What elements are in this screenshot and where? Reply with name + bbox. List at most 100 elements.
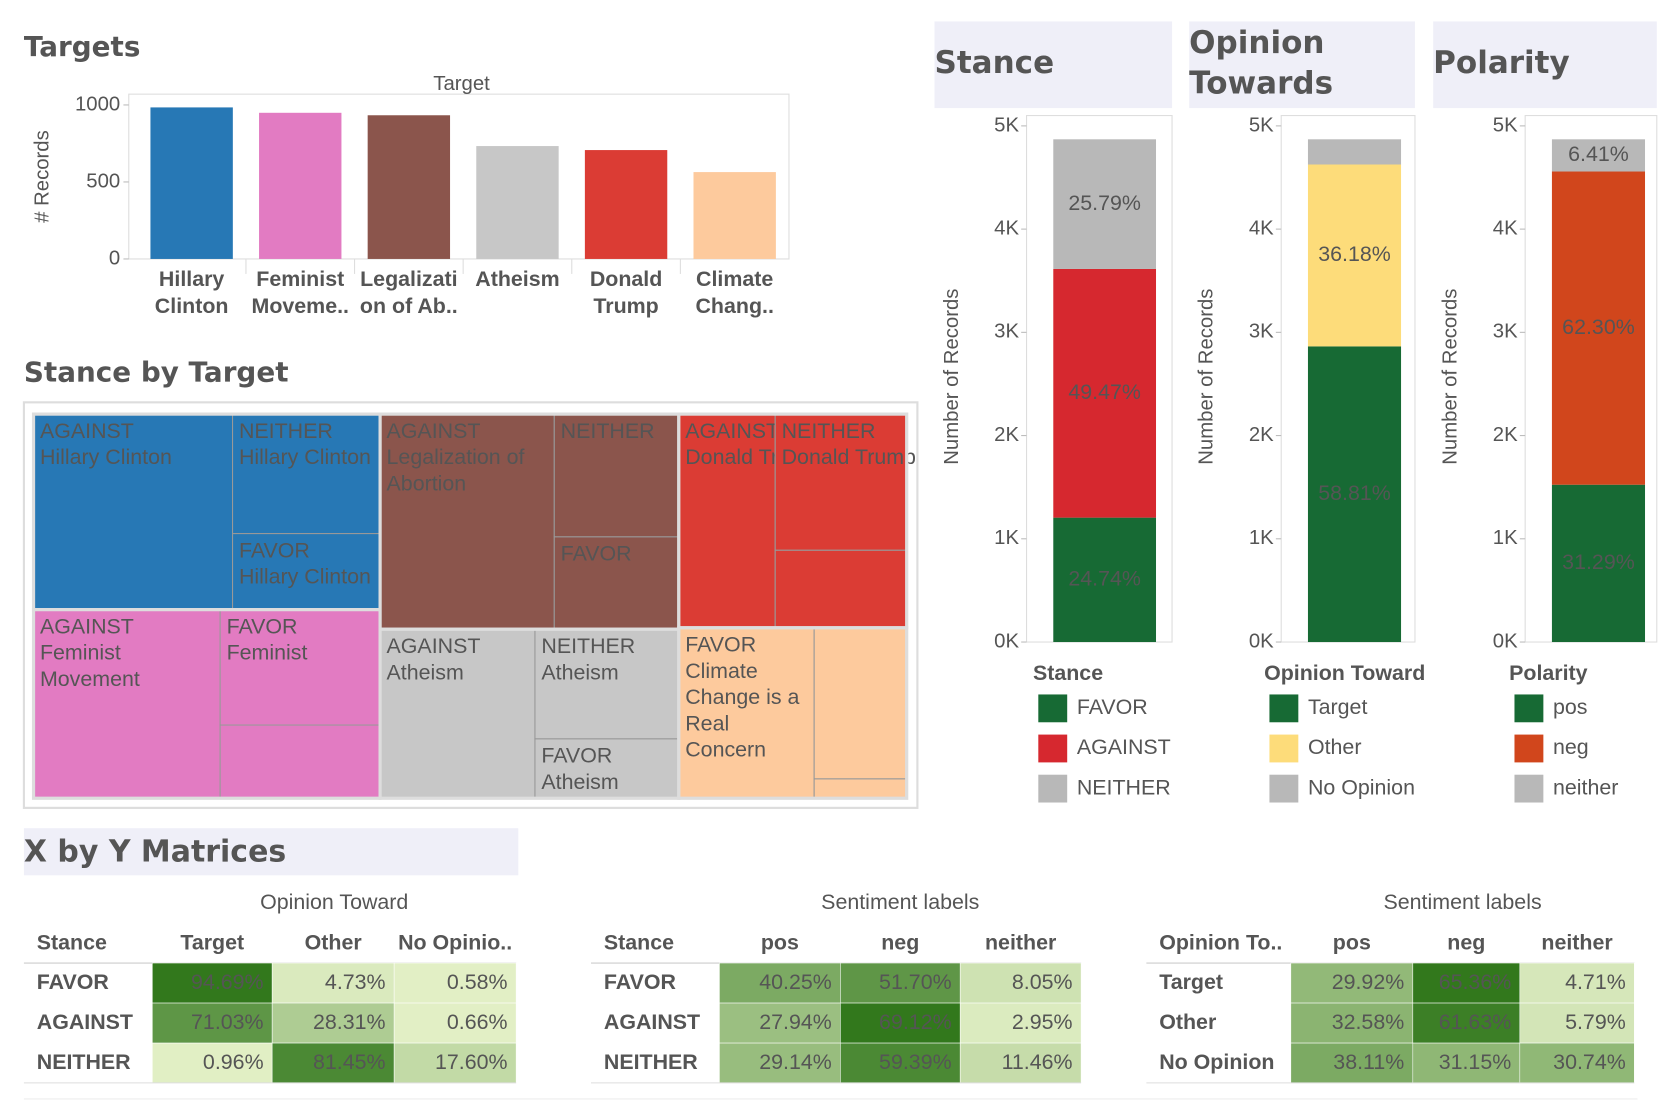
treemap-label: AGAINST (40, 615, 134, 639)
treemap-label: Atheism (541, 660, 618, 684)
legend-swatch (1514, 774, 1544, 803)
bar-segment (1307, 139, 1402, 165)
segment-label: 58.81% (1318, 481, 1391, 505)
treemap-label: FAVOR (541, 744, 612, 768)
matrix-cell (840, 1042, 961, 1084)
matrix-cell (719, 1002, 841, 1044)
cell-value: 51.70% (879, 970, 952, 994)
chart-title: Stance by Target (24, 355, 289, 388)
x-tick-label: Legalizati (360, 267, 457, 291)
matrix-cell (1290, 1002, 1414, 1044)
cell-value: 0.58% (447, 970, 508, 994)
matrix-cell (152, 1042, 273, 1084)
bar (693, 172, 776, 259)
header-cell: Stance (37, 930, 107, 954)
bar (584, 150, 668, 259)
cell-value: 0.66% (447, 1010, 508, 1034)
legend-label: FAVOR (1077, 695, 1148, 719)
header-cell: neg (881, 930, 919, 954)
treemap-cell (678, 413, 776, 629)
cell-value: 17.60% (435, 1050, 508, 1074)
segment-label: 36.18% (1318, 242, 1391, 266)
cell-value: 30.74% (1553, 1050, 1626, 1074)
segment-label: 6.41% (1568, 142, 1629, 166)
matrix-cell (1519, 1002, 1635, 1044)
panel-title: Towards (1189, 66, 1333, 102)
matrix-cell (1519, 1042, 1635, 1084)
y-tick-label: 0 (109, 247, 120, 269)
y-tick-label: 2K (1249, 424, 1274, 446)
cell-value: 71.03% (191, 1010, 264, 1034)
treemap-label: NEITHER (561, 419, 655, 443)
matrix-cell (959, 1002, 1082, 1044)
matrix-cell (1290, 1042, 1414, 1084)
cell-value: 4.73% (325, 970, 386, 994)
cell-value: 94.69% (191, 970, 264, 994)
row-label: AGAINST (37, 1010, 133, 1034)
legend-swatch (1269, 774, 1299, 803)
bar (367, 115, 451, 259)
treemap-label: AGAINST (40, 419, 134, 443)
bar-segment (1551, 171, 1646, 485)
y-tick-label: 1000 (75, 93, 120, 115)
bar-segment (1053, 139, 1157, 269)
treemap-cell (534, 628, 680, 740)
y-axis-title: # Records (32, 130, 54, 223)
treemap-label: FAVOR (561, 542, 632, 566)
row-label: FAVOR (37, 970, 110, 994)
segment-label: 31.29% (1562, 550, 1635, 574)
panel-header (934, 21, 1173, 109)
y-axis-title: Number of Records (1440, 289, 1462, 465)
matrix-cell (152, 1002, 273, 1044)
treemap-label: Abortion (387, 471, 467, 495)
plot-frame (128, 93, 790, 260)
segment-label: 49.47% (1068, 380, 1141, 404)
y-tick-label: 0K (1493, 630, 1518, 652)
row-label: Other (1159, 1010, 1216, 1034)
header-cell: Opinion To.. (1159, 930, 1282, 954)
cell-value: 8.05% (1012, 970, 1073, 994)
header-cell: Stance (604, 930, 674, 954)
legend-label: neg (1553, 735, 1589, 759)
y-tick-label: 5K (1249, 114, 1274, 136)
legend-title: Stance (1033, 661, 1103, 685)
treemap-label: NEITHER (239, 419, 333, 443)
x-tick-label: Hillary (159, 267, 224, 291)
header-cell: neither (985, 930, 1056, 954)
section-title: X by Y Matrices (24, 834, 286, 869)
y-tick-label: 1K (1249, 527, 1274, 549)
y-tick-label: 1K (1493, 527, 1518, 549)
row-label: NEITHER (604, 1050, 698, 1074)
treemap-label: NEITHER (782, 419, 876, 443)
bar-segment (1307, 346, 1402, 643)
legend-label: Other (1308, 735, 1362, 759)
matrix-cell (393, 962, 517, 1004)
cell-value: 31.15% (1439, 1050, 1512, 1074)
header-cell: Target (180, 930, 244, 954)
cell-value: 59.39% (879, 1050, 952, 1074)
y-tick-label: 2K (1493, 424, 1518, 446)
legend-label: No Opinion (1308, 775, 1415, 799)
panel-header (1189, 21, 1415, 109)
x-tick-label: Trump (593, 294, 658, 318)
matrix-cell (840, 1002, 961, 1044)
treemap-cell (232, 413, 381, 535)
treemap-frame (22, 401, 919, 809)
legend-title: Polarity (1509, 661, 1588, 685)
y-tick-label: 5K (994, 114, 1019, 136)
treemap-label: FAVOR (685, 633, 756, 657)
legend-label: neither (1553, 775, 1618, 799)
table-title: Sentiment labels (821, 890, 979, 914)
y-tick-label: 3K (1249, 321, 1274, 343)
matrix-cell (959, 1042, 1082, 1084)
treemap-label: Climate (685, 659, 758, 683)
cell-value: 61.63% (1439, 1010, 1512, 1034)
x-tick-label: Feminist (256, 267, 344, 291)
legend-label: AGAINST (1077, 735, 1171, 759)
header-cell: No Opinio.. (398, 930, 512, 954)
treemap-label: FAVOR (227, 615, 298, 639)
header-cell: neg (1447, 930, 1485, 954)
legend-swatch (1514, 694, 1544, 723)
group-border (677, 626, 909, 800)
